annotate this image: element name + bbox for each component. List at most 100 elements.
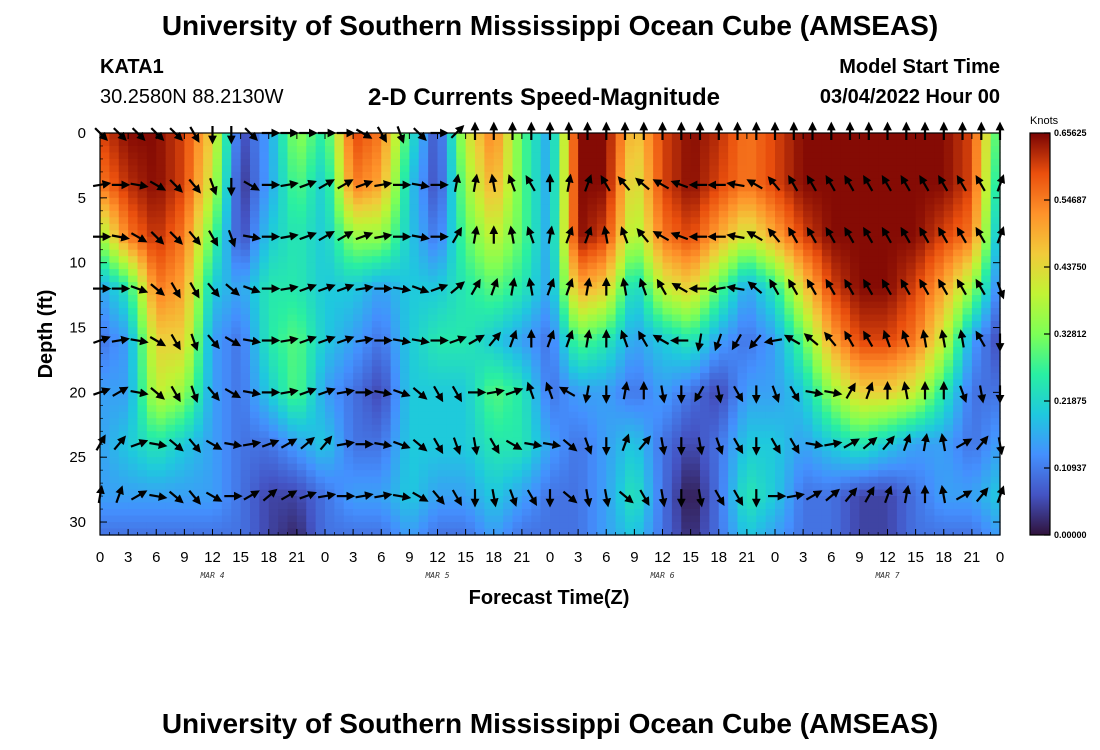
heatmap-cell (812, 405, 823, 413)
heatmap-cell (465, 165, 476, 173)
heatmap-cell (109, 334, 120, 342)
heatmap-cell (418, 385, 429, 393)
heatmap-cell (587, 405, 598, 413)
heatmap-cell (109, 262, 120, 270)
heatmap-cell (325, 158, 335, 167)
heatmap-cell (259, 431, 270, 439)
heatmap-cell (934, 405, 945, 413)
heatmap-cell (962, 405, 973, 413)
heatmap-cell (906, 223, 917, 231)
heatmap-cell (343, 392, 354, 400)
heatmap-cell (643, 379, 654, 387)
heatmap-cell (428, 282, 439, 290)
heatmap-cell (887, 334, 898, 342)
heatmap-cell (250, 256, 260, 264)
heatmap-cell (109, 145, 120, 154)
heatmap-cell (156, 327, 167, 335)
heatmap-cell (775, 457, 785, 465)
heatmap-cell (184, 405, 195, 413)
heatmap-cell (193, 314, 204, 322)
heatmap-cell (596, 210, 607, 218)
heatmap-cell (409, 262, 420, 270)
heatmap-cell (634, 295, 645, 303)
heatmap-cell (493, 398, 504, 406)
heatmap-cell (915, 463, 926, 471)
heatmap-cell (737, 321, 748, 329)
heatmap-cell (915, 321, 926, 329)
heatmap-cell (568, 145, 579, 154)
heatmap-cell (859, 392, 870, 400)
heatmap-cell (962, 340, 973, 348)
heatmap-cell (381, 295, 392, 303)
heatmap-cell (718, 301, 729, 309)
heatmap-cell (334, 295, 345, 303)
heatmap-cell (240, 308, 251, 316)
heatmap-cell (606, 450, 617, 458)
heatmap-cell (934, 152, 945, 160)
heatmap-cell (296, 463, 307, 471)
heatmap-cell (775, 405, 785, 413)
heatmap-cell (962, 158, 973, 167)
heatmap-cell (643, 165, 654, 173)
heatmap-cell (390, 178, 401, 186)
heatmap-cell (306, 366, 317, 374)
heatmap-cell (203, 327, 214, 335)
heatmap-cell (353, 301, 364, 309)
heatmap-cell (634, 288, 645, 296)
heatmap-cell (550, 223, 560, 231)
heatmap-cell (306, 463, 317, 471)
heatmap-cell (925, 314, 935, 322)
heatmap-cell (371, 282, 382, 290)
heatmap-cell (878, 359, 889, 368)
heatmap-cell (550, 353, 560, 361)
heatmap-cell (653, 346, 664, 355)
heatmap-cell (296, 346, 307, 355)
heatmap-cell (221, 223, 232, 231)
heatmap-cell (690, 171, 701, 179)
heatmap-cell (231, 295, 242, 303)
heatmap-cell (906, 431, 917, 439)
heatmap-cell (325, 457, 335, 465)
heatmap-cell (212, 262, 223, 270)
heatmap-cell (615, 139, 626, 147)
heatmap-cell (390, 282, 401, 290)
heatmap-cell (878, 133, 889, 141)
heatmap-cell (568, 398, 579, 406)
heatmap-cell (906, 165, 917, 173)
heatmap-cell (831, 262, 842, 270)
heatmap-cell (371, 178, 382, 186)
heatmap-cell (840, 346, 851, 355)
heatmap-cell (250, 405, 260, 413)
heatmap-cell (503, 197, 514, 205)
heatmap-cell (268, 457, 279, 465)
heatmap-cell (615, 321, 626, 329)
heatmap-cell (325, 411, 335, 419)
heatmap-cell (625, 256, 635, 264)
heatmap-cell (990, 379, 1001, 387)
heatmap-cell (287, 191, 298, 199)
heatmap-cell (128, 334, 139, 342)
heatmap-cell (475, 444, 485, 452)
heatmap-cell (765, 171, 776, 179)
heatmap-cell (606, 418, 617, 426)
heatmap-cell (437, 145, 448, 154)
heatmap-cell (128, 411, 139, 419)
heatmap-cell (259, 334, 270, 342)
footer-title: University of Southern Mississippi Ocean… (161, 708, 939, 739)
heatmap-cell (962, 457, 973, 465)
heatmap-cell (718, 171, 729, 179)
heatmap-cell (953, 171, 964, 179)
heatmap-cell (559, 295, 570, 303)
heatmap-cell (840, 152, 851, 160)
heatmap-cell (100, 314, 110, 322)
heatmap-cell (503, 321, 514, 329)
heatmap-cell (934, 275, 945, 283)
heatmap-cell (943, 321, 954, 329)
heatmap-cell (756, 327, 767, 335)
heatmap-cell (165, 359, 176, 368)
heatmap-cell (681, 171, 692, 179)
heatmap-cell (831, 236, 842, 244)
heatmap-cell (728, 191, 739, 199)
heatmap-cell (896, 437, 907, 445)
heatmap-cell (990, 133, 1001, 141)
